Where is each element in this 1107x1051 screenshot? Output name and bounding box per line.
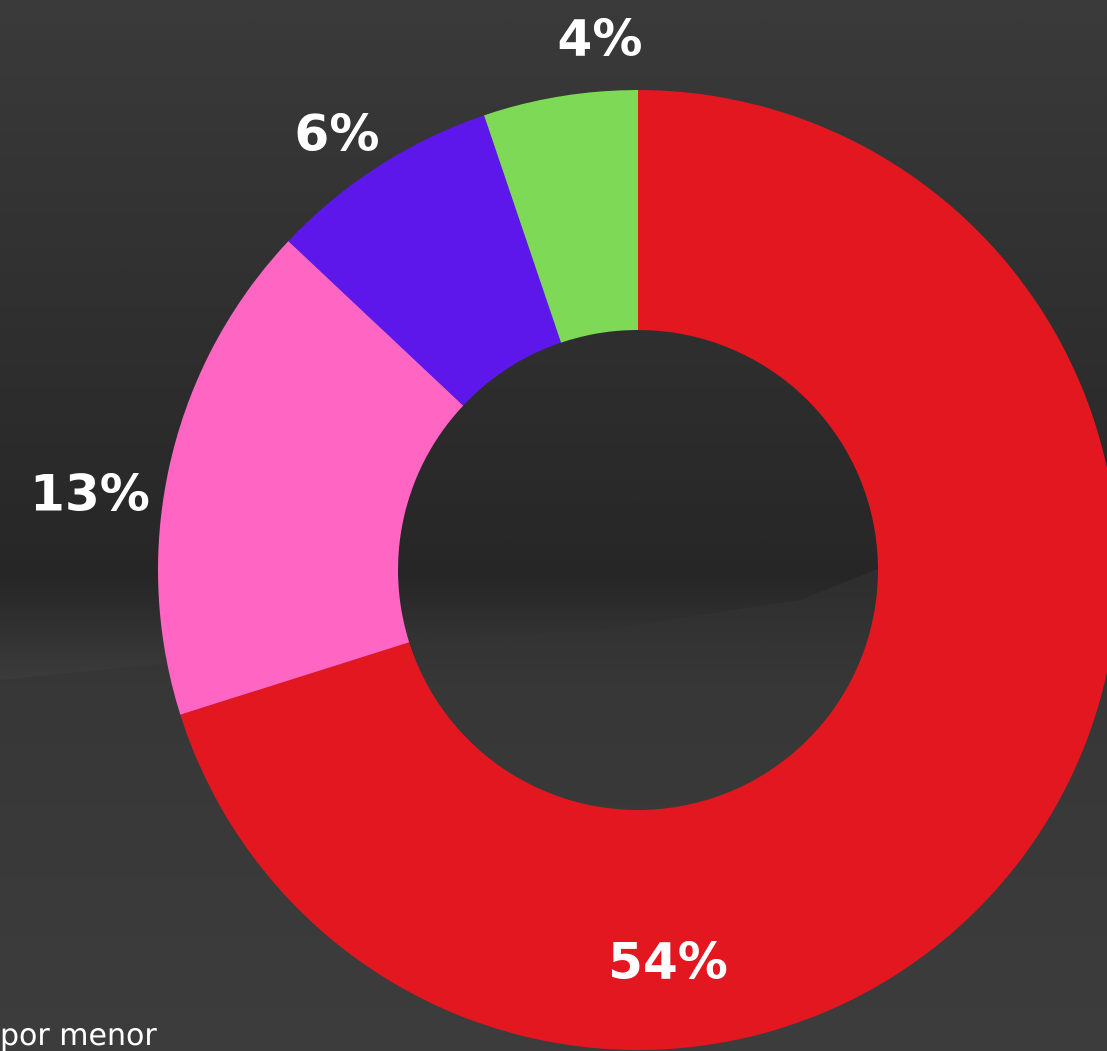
value-label: 54%	[608, 933, 728, 991]
chart: por menor 54% 13% 6% 4%	[0, 0, 1107, 1051]
value-label: 6%	[295, 105, 380, 163]
footer-text: por menor	[0, 1018, 157, 1051]
value-label: 4%	[558, 10, 643, 68]
value-label: 13%	[30, 465, 150, 523]
